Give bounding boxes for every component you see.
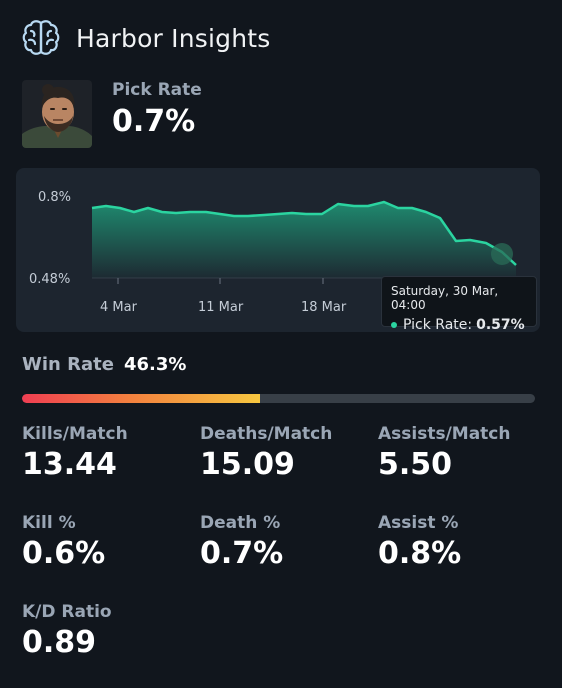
stat-value: 0.8%: [378, 536, 462, 571]
hero-section: Pick Rate 0.7%: [22, 80, 202, 148]
pick-rate-value: 0.7%: [112, 104, 196, 139]
stat-label: Assist %: [378, 513, 459, 533]
stat-label: Kills/Match: [22, 424, 128, 444]
stat-deaths-per-match: Deaths/Match 15.09: [200, 424, 332, 482]
stat-death-percent: Death % 0.7%: [200, 513, 283, 571]
y-tick-top: 0.8%: [38, 190, 71, 205]
y-tick-bottom: 0.48%: [29, 272, 70, 287]
stat-kill-percent: Kill % 0.6%: [22, 513, 105, 571]
pick-rate-block: Pick Rate 0.7%: [112, 80, 202, 139]
stat-value: 15.09: [200, 447, 295, 482]
x-tick-label: 11 Mar: [198, 300, 244, 315]
win-rate-value: 46.3%: [123, 354, 187, 375]
stat-label: Kill %: [22, 513, 76, 533]
win-rate-label: Win Rate: [22, 354, 114, 375]
stat-value: 0.7%: [200, 536, 284, 571]
stat-value: 0.6%: [22, 536, 106, 571]
stat-label: Assists/Match: [378, 424, 511, 444]
win-rate-row: Win Rate 46.3%: [22, 354, 186, 375]
stat-label: Death %: [200, 513, 281, 533]
hero-portrait: [22, 80, 92, 148]
stat-kills-per-match: Kills/Match 13.44: [22, 424, 128, 482]
x-tick-label: 18 Mar: [301, 300, 347, 315]
brain-icon: [22, 20, 60, 55]
stat-kd-ratio: K/D Ratio 0.89: [22, 602, 112, 660]
win-rate-bar-fill: [22, 394, 260, 403]
stat-assist-percent: Assist % 0.8%: [378, 513, 461, 571]
pick-rate-chart[interactable]: 0.8% 0.48% 4 Mar 11 Mar 18 Mar: [16, 168, 540, 332]
series-dot-icon: [391, 322, 397, 328]
tooltip-value: 0.57%: [476, 317, 525, 333]
tooltip-date: Saturday, 30 Mar, 04:00: [391, 284, 499, 312]
stat-value: 0.89: [22, 625, 97, 660]
stat-label: K/D Ratio: [22, 602, 112, 622]
tooltip-series: Pick Rate:: [403, 317, 473, 333]
stat-label: Deaths/Match: [200, 424, 333, 444]
pick-rate-label: Pick Rate: [112, 80, 202, 100]
stat-value: 5.50: [378, 447, 453, 482]
stat-assists-per-match: Assists/Match 5.50: [378, 424, 511, 482]
x-tick-label: 4 Mar: [100, 300, 138, 315]
hover-point-halo: [491, 243, 513, 265]
pick-rate-area: [92, 202, 516, 278]
chart-tooltip: Saturday, 30 Mar, 04:00 Pick Rate: 0.57%: [381, 276, 537, 333]
tooltip-row: Pick Rate: 0.57%: [391, 317, 527, 333]
stat-value: 13.44: [22, 447, 117, 482]
app-title: Harbor Insights: [76, 23, 271, 53]
app-header: Harbor Insights: [20, 14, 271, 62]
win-rate-bar: [22, 394, 535, 403]
pick-rate-line: [91, 200, 517, 266]
